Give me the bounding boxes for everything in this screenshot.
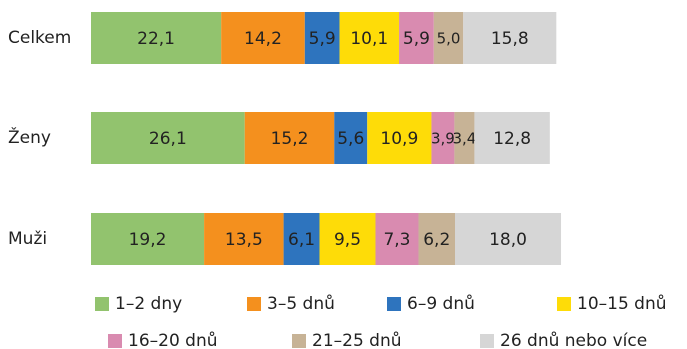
data-label-celkem-1-2-dny: 22,1	[137, 29, 175, 49]
category-labels: Celkem Ženy Muži	[8, 28, 71, 249]
data-label-muzi-1-2-dny: 19,2	[129, 230, 167, 250]
bar-segment-zeny-6-9-dnu	[334, 112, 368, 164]
data-label-muzi-16-20-dnu: 7,3	[383, 230, 410, 250]
category-label-celkem: Celkem	[8, 28, 71, 48]
legend-label-10-15-dnu: 10–15 dnů	[577, 294, 667, 314]
legend-label-16-20-dnu: 16–20 dnů	[128, 331, 218, 349]
data-label-zeny-6-9-dnu: 5,6	[337, 129, 364, 149]
data-label-muzi-6-9-dnu: 6,1	[288, 230, 315, 250]
bar-segment-celkem-6-9-dnu	[304, 12, 340, 64]
legend-label-3-5-dnu: 3–5 dnů	[267, 294, 335, 314]
bar-segment-muzi-26-dnu-nebo-vice	[455, 213, 562, 265]
legend-swatch-26-dnu-nebo-vice	[480, 334, 494, 348]
bar-segment-celkem-16-20-dnu	[399, 12, 434, 64]
bar-segment-celkem-21-25-dnu	[433, 12, 464, 64]
bar-segment-muzi-10-15-dnu	[319, 213, 376, 265]
bar-segment-zeny-26-dnu-nebo-vice	[474, 112, 550, 164]
legend-swatch-3-5-dnu	[247, 297, 261, 311]
category-label-zeny: Ženy	[8, 126, 51, 148]
data-label-zeny-3-5-dnu: 15,2	[271, 129, 309, 149]
bar-segment-celkem-26-dnu-nebo-vice	[463, 12, 557, 64]
legend-label-21-25-dnu: 21–25 dnů	[312, 331, 402, 349]
data-label-muzi-3-5-dnu: 13,5	[225, 230, 263, 250]
legend: 1–2 dny 3–5 dnů 6–9 dnů 10–15 dnů 16–20 dnů 2…	[95, 294, 667, 349]
bar-segment-zeny-1-2-dny	[91, 112, 245, 164]
data-label-zeny-21-25-dnu: 3,4	[452, 130, 476, 148]
bar-segment-celkem-1-2-dny	[91, 12, 222, 64]
bar-segment-muzi-1-2-dny	[91, 213, 205, 265]
data-label-muzi-26-dnu-nebo-vice: 18,0	[489, 230, 527, 250]
bar-segment-muzi-6-9-dnu	[283, 213, 320, 265]
legend-swatch-16-20-dnu	[108, 334, 122, 348]
bar-segment-celkem-10-15-dnu	[339, 12, 400, 64]
bar-segment-zeny-10-15-dnu	[367, 112, 432, 164]
data-label-celkem-16-20-dnu: 5,9	[403, 29, 430, 49]
legend-label-6-9-dnu: 6–9 dnů	[407, 294, 475, 314]
legend-swatch-1-2-dny	[95, 297, 109, 311]
bar-segment-celkem-3-5-dnu	[221, 12, 305, 64]
data-label-zeny-26-dnu-nebo-vice: 12,8	[493, 129, 531, 149]
bar-segment-muzi-16-20-dnu	[375, 213, 419, 265]
legend-swatch-10-15-dnu	[557, 297, 571, 311]
bar-segment-muzi-3-5-dnu	[204, 213, 284, 265]
data-label-celkem-21-25-dnu: 5,0	[437, 30, 461, 48]
data-label-celkem-3-5-dnu: 14,2	[244, 29, 282, 49]
bar-area: 22,1 14,2 5,9 10,1 5,9 5,0 15,8 26,1 15,2 5,6 10,9…	[91, 12, 562, 265]
bar-segment-zeny-16-20-dnu	[431, 112, 455, 164]
legend-swatch-6-9-dnu	[387, 297, 401, 311]
data-label-muzi-21-25-dnu: 6,2	[423, 230, 450, 250]
data-label-celkem-26-dnu-nebo-vice: 15,8	[491, 29, 529, 49]
bar-segment-muzi-21-25-dnu	[418, 213, 456, 265]
legend-label-1-2-dny: 1–2 dny	[115, 294, 182, 314]
category-label-muzi: Muži	[8, 229, 47, 249]
data-label-zeny-16-20-dnu: 3,9	[431, 130, 455, 148]
data-label-zeny-10-15-dnu: 10,9	[380, 129, 418, 149]
legend-swatch-21-25-dnu	[292, 334, 306, 348]
data-label-zeny-1-2-dny: 26,1	[149, 129, 187, 149]
data-label-celkem-10-15-dnu: 10,1	[350, 29, 388, 49]
legend-label-26-dnu-nebo-vice: 26 dnů nebo více	[500, 331, 647, 349]
data-label-muzi-10-15-dnu: 9,5	[334, 230, 361, 250]
bar-segment-zeny-21-25-dnu	[454, 112, 475, 164]
data-label-celkem-6-9-dnu: 5,9	[309, 29, 336, 49]
bar-segment-zeny-3-5-dnu	[244, 112, 335, 164]
